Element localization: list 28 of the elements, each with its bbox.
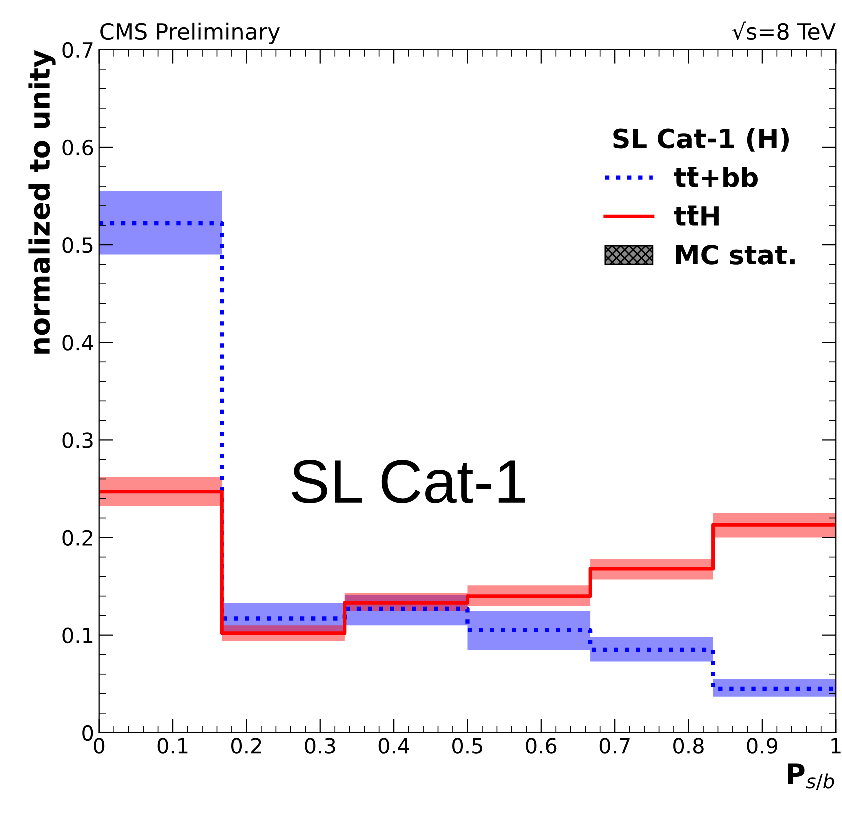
x-axis-title: P$_{s/b}$ xyxy=(788,764,834,790)
x-tick-label: 0.1 xyxy=(158,738,188,754)
text: CMS Preliminary xyxy=(100,22,280,44)
x-tick-label: 0.9 xyxy=(747,738,778,754)
x-tick-label: 0.4 xyxy=(378,738,410,754)
legend-label: tt̄H xyxy=(674,206,719,226)
x-tick-label: 0.3 xyxy=(305,738,336,754)
legend-label: tt̄+bb xyxy=(674,167,758,188)
y-tick-label: 0.2 xyxy=(62,530,92,546)
y-tick-label: 0.3 xyxy=(62,432,93,448)
y-tick-label: 0.7 xyxy=(62,42,93,58)
x-tick-label: 0.2 xyxy=(232,738,262,754)
legend-title: SL Cat-1 (H) xyxy=(614,128,790,152)
x-tick-label: 0.6 xyxy=(526,738,557,754)
annotation: MC stat. xyxy=(676,244,795,265)
x-tick-label: 0.5 xyxy=(452,738,482,754)
x-tick-label: 1 xyxy=(832,738,841,754)
y-tick-label: 0.4 xyxy=(62,335,94,351)
y-axis-title: normalized to unity xyxy=(28,50,56,354)
x-tick-label: 0 xyxy=(94,738,105,754)
x-tick-label: 0.7 xyxy=(600,738,630,754)
y-tick-label: 0.1 xyxy=(62,628,93,644)
text: √s=8 TeV xyxy=(732,22,836,40)
y-tick-label: 0.5 xyxy=(62,238,93,254)
y-tick-label: 0.6 xyxy=(62,140,94,156)
x-tick-label: 0.8 xyxy=(674,738,704,754)
annotation: SL Cat-1 xyxy=(292,460,526,504)
y-tick-label: 0 xyxy=(82,725,94,742)
